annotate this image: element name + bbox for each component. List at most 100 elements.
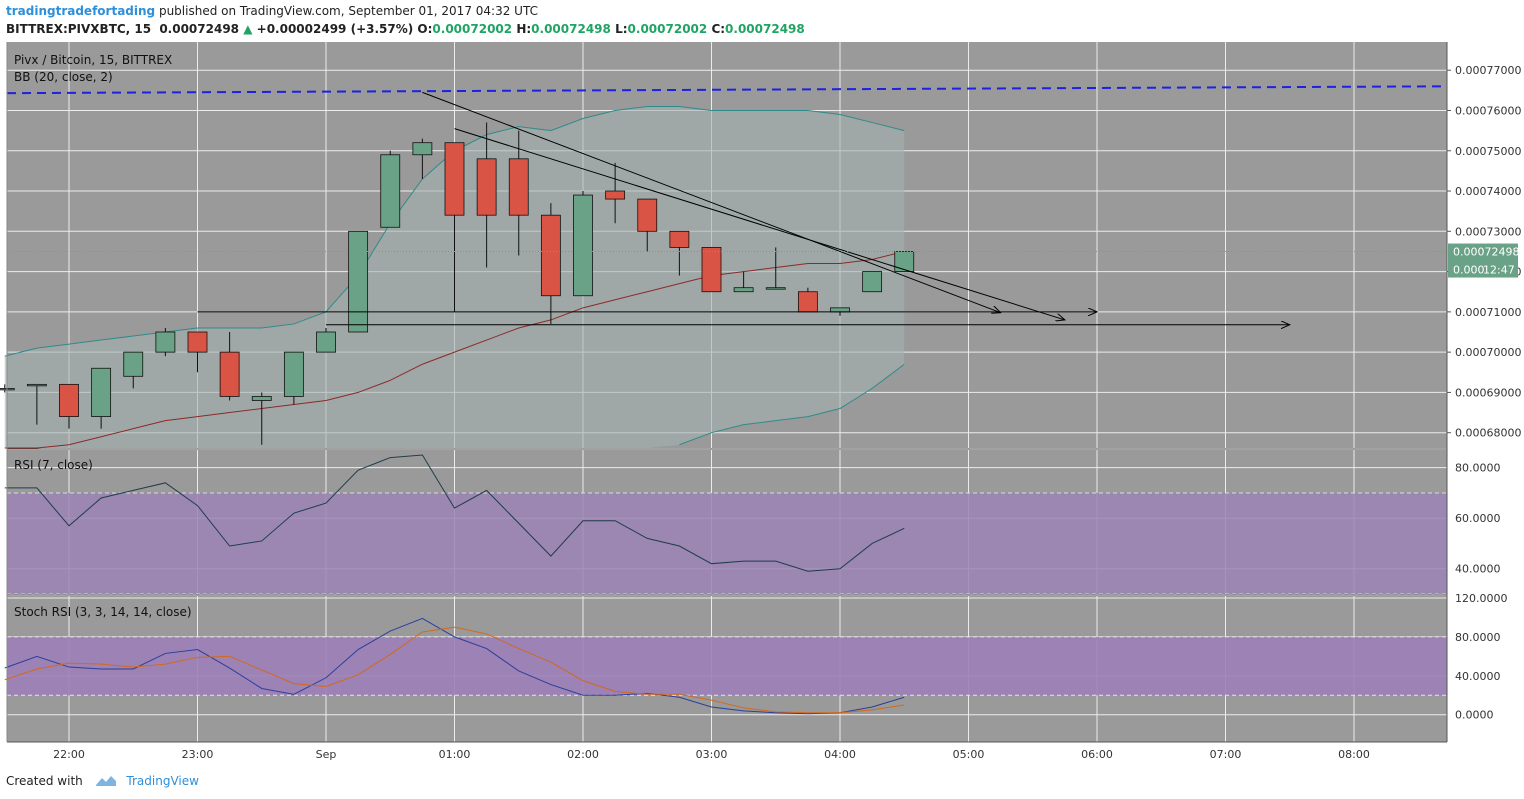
candle-body (316, 331, 336, 353)
candle[interactable] (894, 251, 915, 272)
candle-body (765, 287, 786, 290)
candle[interactable] (573, 191, 593, 297)
tradingview-link[interactable]: TradingView (126, 774, 199, 788)
candle-body (701, 247, 722, 293)
close-label: C: (711, 22, 726, 36)
publish-info: published on TradingView.com, September … (158, 4, 538, 18)
stoch-tick-label: 80.0000 (1455, 631, 1501, 644)
candle-body (508, 158, 529, 216)
candle[interactable] (701, 247, 722, 293)
candle[interactable] (316, 327, 336, 353)
candle-body (862, 271, 883, 293)
candle[interactable] (444, 142, 465, 312)
candle[interactable] (219, 332, 240, 401)
candle[interactable] (412, 138, 433, 179)
bb-lower-line (679, 363, 905, 446)
candle[interactable] (540, 203, 561, 324)
time-axis[interactable] (7, 742, 1447, 768)
stoch-title: Stoch RSI (3, 3, 14, 14, close) (14, 605, 192, 619)
candle[interactable] (669, 230, 690, 276)
resistance-line[interactable] (6, 85, 1448, 95)
author-link[interactable]: tradingtradefortading (6, 4, 156, 18)
candle[interactable] (348, 230, 369, 333)
candle[interactable] (59, 383, 79, 429)
x-tick-label: 22:00 (53, 748, 85, 761)
created-with-label: Created with (6, 774, 83, 788)
candle[interactable] (862, 271, 883, 293)
x-tick-label: 02:00 (567, 748, 599, 761)
candle[interactable] (637, 198, 658, 252)
candle-body (797, 291, 818, 313)
candle[interactable] (797, 287, 818, 313)
stoch-d-line (4, 626, 905, 714)
x-tick-label: 07:00 (1210, 748, 1242, 761)
candle-body (251, 396, 272, 401)
stoch-band (7, 636, 1447, 696)
symbol-label: BITTREX:PIVXBTC, 15 (6, 22, 152, 36)
candle-body (283, 351, 304, 397)
candle-body (830, 307, 850, 313)
rsi-line (4, 454, 905, 572)
symbol-header: BITTREX:PIVXBTC, 15 0.00072498 ▲ +0.0000… (6, 22, 805, 36)
candle[interactable] (155, 327, 176, 357)
high-label: H: (516, 22, 532, 36)
close-value: 0.00072498 (725, 22, 805, 36)
candle-body (219, 351, 240, 397)
candle-body (733, 287, 754, 293)
candle-body (380, 154, 401, 228)
high-value: 0.00072498 (531, 22, 611, 36)
candle[interactable] (91, 367, 112, 429)
x-tick-label: 03:00 (696, 748, 728, 761)
candle-body (444, 142, 465, 216)
candle-body (155, 331, 176, 353)
trend-line[interactable] (454, 128, 1065, 320)
countdown-label: 12:47 (1483, 264, 1515, 277)
x-tick-label: 01:00 (439, 748, 471, 761)
rsi-band (7, 492, 1447, 594)
candle-body (476, 158, 497, 216)
candle[interactable] (733, 271, 754, 293)
y-tick-label: 0.00075000 (1455, 145, 1521, 158)
x-tick-label: 05:00 (953, 748, 985, 761)
x-tick-label: 06:00 (1081, 748, 1113, 761)
publish-header: tradingtradefortading published on Tradi… (6, 4, 538, 18)
y-tick-label: 0.00068000 (1455, 427, 1521, 440)
y-tick-label: 0.00069000 (1455, 386, 1521, 399)
candle[interactable] (251, 392, 272, 445)
price-tag-box (1448, 243, 1518, 278)
candle[interactable] (765, 247, 786, 290)
change-arrow-icon: ▲ (243, 22, 253, 36)
candle-body (540, 214, 561, 297)
candle-body (573, 194, 593, 297)
candle-body (412, 142, 433, 156)
candle[interactable] (283, 351, 304, 405)
x-tick-label: 23:00 (182, 748, 214, 761)
candle-body (605, 190, 626, 200)
candle[interactable] (26, 383, 47, 425)
y-tick-label: 0.00070000 (1455, 346, 1521, 359)
candle[interactable] (380, 150, 401, 228)
price-axis[interactable] (1447, 42, 1524, 742)
candle[interactable] (605, 162, 626, 224)
trend-line[interactable] (422, 91, 1000, 312)
candle[interactable] (508, 130, 529, 256)
candle-body (91, 367, 112, 417)
x-tick-label: Sep (316, 748, 337, 761)
open-label: O: (417, 22, 433, 36)
stoch-tick-label: 0.0000 (1455, 709, 1494, 722)
y-tick-label: 0.00077000 (1455, 64, 1521, 77)
y-tick-label: 0.00073000 (1455, 225, 1521, 238)
candle[interactable] (123, 351, 144, 389)
rsi-tick-label: 60.0000 (1455, 512, 1501, 525)
candle[interactable] (187, 331, 208, 373)
stoch-tick-label: 40.0000 (1455, 670, 1501, 683)
bb-middle-line (4, 250, 905, 449)
chart-title: Pivx / Bitcoin, 15, BITTREX (14, 53, 172, 67)
candle[interactable] (476, 122, 497, 268)
candle-body (637, 198, 658, 232)
candle-body (894, 251, 915, 272)
x-tick-label: 08:00 (1338, 748, 1370, 761)
rsi-tick-label: 80.0000 (1455, 462, 1501, 475)
bb-indicator-label: BB (20, close, 2) (14, 70, 113, 84)
